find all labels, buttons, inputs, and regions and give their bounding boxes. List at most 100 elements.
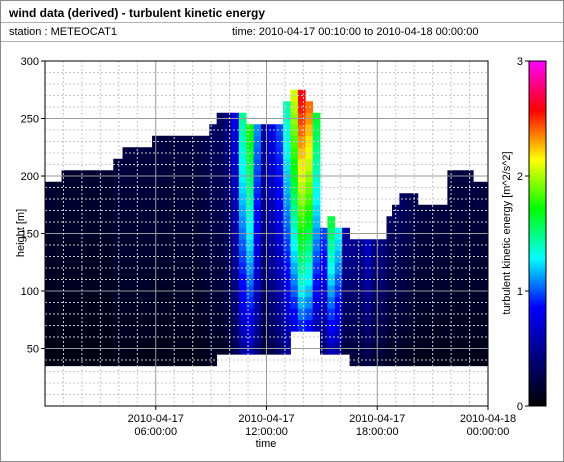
heatmap-cell bbox=[312, 158, 321, 171]
heatmap-cell bbox=[216, 308, 225, 321]
x-tick-date: 2010-04-17 bbox=[349, 413, 405, 425]
heatmap-cell bbox=[224, 296, 232, 309]
heatmap-cell bbox=[406, 262, 419, 275]
heatmap-cell bbox=[61, 308, 114, 321]
heatmap-cell bbox=[216, 124, 225, 137]
heatmap-cell bbox=[231, 273, 240, 286]
heatmap-cell bbox=[275, 135, 284, 148]
heatmap-cell bbox=[224, 181, 232, 194]
heatmap-cell bbox=[473, 204, 488, 217]
heatmap-cell bbox=[371, 319, 387, 332]
heatmap-cell bbox=[406, 331, 419, 344]
heatmap-cell bbox=[61, 331, 114, 344]
heatmap-cell bbox=[61, 250, 114, 263]
heatmap-cell bbox=[260, 331, 269, 344]
heatmap-cell bbox=[320, 250, 328, 263]
heatmap-cell bbox=[312, 319, 321, 332]
heatmap-cell bbox=[406, 308, 419, 321]
heatmap-cell bbox=[216, 181, 225, 194]
heatmap-cell bbox=[275, 216, 284, 229]
y-tick-label: 150 bbox=[21, 229, 39, 241]
heatmap-cell bbox=[447, 296, 474, 309]
heatmap-cell bbox=[216, 204, 225, 217]
x-tick-date: 2010-04-17 bbox=[238, 413, 294, 425]
heatmap-cell bbox=[216, 147, 225, 160]
heatmap-cell bbox=[268, 308, 277, 321]
heatmap-cell bbox=[371, 239, 387, 252]
heatmap-cell bbox=[364, 262, 373, 275]
heatmap-cell bbox=[260, 308, 269, 321]
heatmap-cell bbox=[268, 124, 277, 137]
x-tick-time: 00:00:00 bbox=[467, 426, 510, 438]
heatmap-cell bbox=[275, 308, 284, 321]
heatmap-cell bbox=[224, 331, 232, 344]
heatmap-cell bbox=[61, 204, 114, 217]
heatmap-cell bbox=[417, 250, 448, 263]
heatmap-cell bbox=[392, 250, 400, 263]
heatmap-cell bbox=[364, 319, 373, 332]
colorbar-tick-label: 2 bbox=[517, 171, 523, 183]
heatmap-cell bbox=[320, 262, 328, 275]
heatmap-cell bbox=[371, 250, 387, 263]
heatmap-cell bbox=[216, 296, 225, 309]
heatmap-cell bbox=[268, 147, 277, 160]
heatmap-cell bbox=[447, 239, 474, 252]
heatmap-cell bbox=[364, 250, 373, 263]
x-axis-label: time bbox=[256, 438, 277, 450]
heatmap-cell bbox=[275, 262, 284, 275]
x-tick-date: 2010-04-18 bbox=[460, 413, 516, 425]
heatmap-cell bbox=[268, 193, 277, 206]
heatmap-cell bbox=[327, 273, 336, 286]
heatmap-cell bbox=[260, 273, 269, 286]
heatmap-cell bbox=[399, 331, 408, 344]
heatmap-cell bbox=[399, 216, 408, 229]
heatmap-cell bbox=[275, 193, 284, 206]
heatmap-cell bbox=[268, 204, 277, 217]
heatmap-cell bbox=[231, 147, 240, 160]
heatmap-cell bbox=[275, 331, 284, 344]
heatmap-cell bbox=[320, 331, 328, 344]
heatmap-cell bbox=[473, 331, 488, 344]
heatmap-cell bbox=[399, 308, 408, 321]
heatmap-cell bbox=[371, 354, 387, 367]
heatmap-cell bbox=[371, 262, 387, 275]
heatmap-cell bbox=[312, 296, 321, 309]
heatmap-cell bbox=[260, 181, 269, 194]
heatmap-cell bbox=[473, 273, 488, 286]
heatmap-cell bbox=[224, 262, 232, 275]
y-axis-ticks: 50 100 150 200 250 300 bbox=[21, 56, 45, 356]
colorbar-ticks: 0 1 2 3 bbox=[517, 56, 529, 413]
heatmap-cell bbox=[224, 147, 232, 160]
heatmap-cell bbox=[447, 250, 474, 263]
heatmap-cell bbox=[312, 193, 321, 206]
heatmap-cell bbox=[399, 273, 408, 286]
heatmap-cell bbox=[231, 308, 240, 321]
heatmap-cell bbox=[260, 239, 269, 252]
heatmap-cell bbox=[473, 354, 488, 367]
x-tick-time: 06:00:00 bbox=[134, 426, 177, 438]
heatmap-cell bbox=[406, 354, 419, 367]
heatmap-cell bbox=[312, 181, 321, 194]
heatmap-cell bbox=[275, 273, 284, 286]
x-tick-time: 12:00:00 bbox=[245, 426, 288, 438]
subheader-divider bbox=[1, 41, 563, 42]
heatmap-cell bbox=[216, 193, 225, 206]
heatmap-cell bbox=[224, 158, 232, 171]
heatmap-cell bbox=[268, 331, 277, 344]
heatmap-cell bbox=[364, 331, 373, 344]
heatmap-cell bbox=[447, 319, 474, 332]
heatmap-cell bbox=[224, 319, 232, 332]
heatmap-cell bbox=[216, 158, 225, 171]
heatmap-cell bbox=[224, 135, 232, 148]
heatmap-cell bbox=[327, 296, 336, 309]
heatmap-cell bbox=[268, 296, 277, 309]
heatmap-cell bbox=[312, 204, 321, 217]
heatmap-cell bbox=[260, 319, 269, 332]
heatmap-cell bbox=[268, 135, 277, 148]
y-tick-label: 100 bbox=[21, 286, 39, 298]
heatmap-cell bbox=[216, 239, 225, 252]
heatmap-cell bbox=[260, 262, 269, 275]
heatmap-cell bbox=[260, 158, 269, 171]
heatmap-cell bbox=[399, 319, 408, 332]
